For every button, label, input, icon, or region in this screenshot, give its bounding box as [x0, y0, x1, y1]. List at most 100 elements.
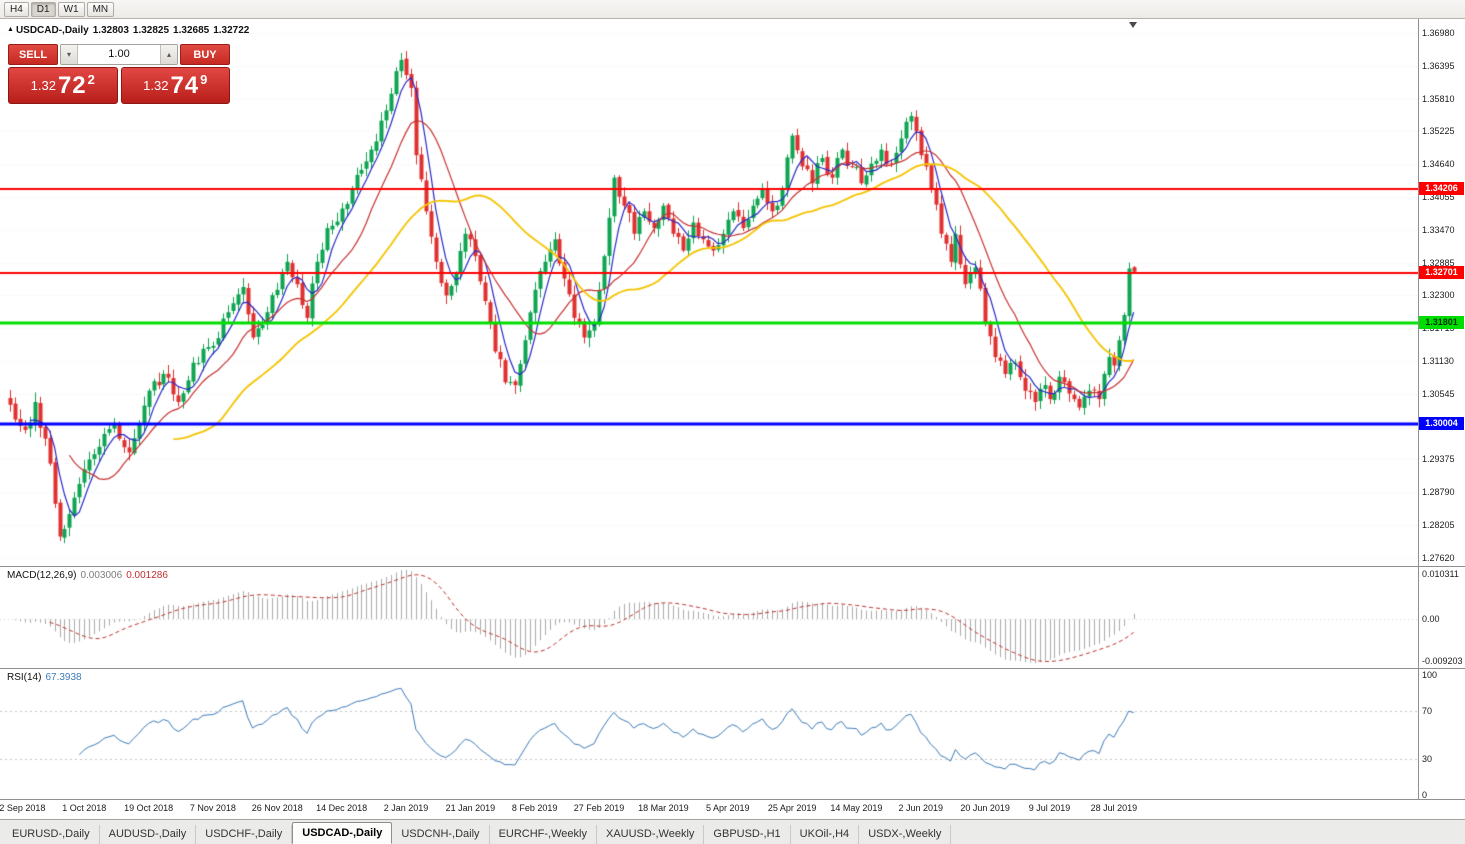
price-tick-label: 1.34055 [1422, 192, 1455, 202]
date-label: 27 Feb 2019 [573, 803, 625, 813]
macd-axis-label: -0.009203 [1422, 656, 1463, 666]
sell-price-main: 72 [57, 71, 87, 99]
buy-price-pipette: 9 [200, 72, 208, 87]
panel-separator[interactable] [0, 668, 1465, 669]
price-tick-label: 1.34640 [1422, 159, 1455, 169]
date-label: 21 Jan 2019 [445, 803, 496, 813]
symbol-tab-ukoil[interactable]: UKOil-,H4 [791, 825, 860, 844]
chart-title: ▲ USDCAD-,Daily 1.32803 1.32825 1.32685 1.327… [7, 25, 253, 36]
price-tick-label: 1.36395 [1422, 61, 1455, 71]
symbol-tab-audusd[interactable]: AUDUSD-,Daily [100, 825, 197, 844]
macd-main-value: 0.003006 [80, 570, 123, 581]
date-label: 9 Jul 2019 [1028, 803, 1071, 813]
timeframe-button-h4[interactable]: H4 [4, 2, 29, 17]
collapse-arrow-icon[interactable]: ▲ [7, 26, 14, 33]
sell-price-pipette: 2 [87, 72, 95, 87]
rsi-name: RSI(14) [7, 672, 42, 683]
main-price-chart-canvas[interactable] [0, 19, 1418, 566]
price-axis[interactable]: 1.36980 1.36395 1.35810 1.35225 1.34640 1.340… [1419, 0, 1465, 820]
symbol-tab-xauusd[interactable]: XAUUSD-,Weekly [597, 825, 705, 844]
price-tick-label: 1.35810 [1422, 94, 1455, 104]
macd-axis-label: 0.010311 [1422, 569, 1459, 579]
volume-increase-button[interactable]: ▴ [160, 45, 177, 64]
panel-separator[interactable] [0, 566, 1465, 567]
symbol-tab-usdcad[interactable]: USDCAD-,Daily [292, 822, 393, 844]
date-label: 20 Jun 2019 [960, 803, 1010, 813]
timeframe-button-w1[interactable]: W1 [57, 2, 85, 17]
date-label: 12 Sep 2018 [0, 803, 46, 813]
price-tick-label: 1.36980 [1422, 28, 1455, 38]
buy-price-button[interactable]: 1.32 74 9 [120, 67, 230, 104]
price-tick-label: 1.32300 [1422, 290, 1455, 300]
timeframe-toolbar: H4 D1 W1 MN [0, 0, 1465, 19]
date-label: 18 Mar 2019 [638, 803, 689, 813]
date-label: 25 Apr 2019 [767, 803, 817, 813]
date-label: 19 Oct 2018 [124, 803, 174, 813]
ohlc-high: 1.32825 [132, 25, 170, 36]
price-line-tag: 1.30004 [1419, 417, 1464, 430]
price-tick-label: 1.28790 [1422, 487, 1455, 497]
date-label: 14 May 2019 [830, 803, 883, 813]
sell-button[interactable]: SELL [8, 44, 58, 65]
one-click-trading-panel: SELL ▾ 1.00 ▴ BUY 1.32 72 2 1.32 74 9 [8, 44, 230, 104]
ohlc-open: 1.32803 [92, 25, 129, 36]
macd-axis-label: 0.00 [1422, 614, 1440, 624]
date-label: 28 Jul 2019 [1090, 803, 1138, 813]
macd-indicator-canvas[interactable] [0, 567, 1418, 668]
price-tick-label: 1.27620 [1422, 553, 1455, 563]
buy-button[interactable]: BUY [180, 44, 230, 65]
rsi-value: 67.3938 [45, 672, 82, 683]
price-axis-border [1418, 19, 1419, 800]
buy-price-prefix: 1.32 [143, 78, 169, 93]
volume-stepper[interactable]: ▾ 1.00 ▴ [60, 44, 178, 65]
date-label: 1 Oct 2018 [62, 803, 107, 813]
date-label: 2 Jan 2019 [383, 803, 429, 813]
symbol-tab-usdchf[interactable]: USDCHF-,Daily [196, 825, 293, 844]
sell-price-prefix: 1.32 [30, 78, 56, 93]
buy-price-main: 74 [170, 71, 200, 99]
rsi-label: RSI(14) 67.3938 [7, 672, 82, 683]
timeframe-button-mn[interactable]: MN [86, 2, 115, 17]
date-label: 14 Dec 2018 [316, 803, 368, 813]
chart-tab-bar: EURUSD-,Daily AUDUSD-,Daily USDCHF-,Daily U… [0, 819, 1465, 844]
symbol-tab-usdcnh[interactable]: USDCNH-,Daily [392, 825, 490, 844]
rsi-axis-label: 30 [1422, 754, 1433, 764]
timeframe-button-group: H4 D1 W1 MN [3, 1, 115, 18]
date-label: 5 Apr 2019 [705, 803, 750, 813]
symbol-tab-gbpusd[interactable]: GBPUSD-,H1 [704, 825, 791, 844]
rsi-indicator-canvas[interactable] [0, 669, 1418, 799]
price-tick-label: 1.33470 [1422, 225, 1455, 235]
volume-decrease-button[interactable]: ▾ [61, 45, 78, 64]
time-axis[interactable]: 12 Sep 2018 1 Oct 2018 19 Oct 2018 7 Nov 20… [0, 800, 1418, 818]
macd-name: MACD(12,26,9) [7, 570, 77, 581]
timeframe-button-d1[interactable]: D1 [30, 2, 56, 17]
date-label: 2 Jun 2019 [898, 803, 944, 813]
price-tick-label: 1.31130 [1422, 356, 1454, 366]
symbol-tab-usdx[interactable]: USDX-,Weekly [859, 825, 952, 844]
price-line-tag: 1.31801 [1419, 316, 1464, 329]
price-tick-label: 1.30545 [1422, 389, 1455, 399]
chart-shift-marker-icon [1129, 22, 1137, 28]
date-label: 7 Nov 2018 [189, 803, 236, 813]
rsi-axis-label: 70 [1422, 706, 1433, 716]
symbol-tab-eurchf[interactable]: EURCHF-,Weekly [490, 825, 597, 844]
date-label: 8 Feb 2019 [511, 803, 558, 813]
macd-label: MACD(12,26,9) 0.003006 0.001286 [7, 570, 168, 581]
date-label: 26 Nov 2018 [251, 803, 303, 813]
price-tick-label: 1.35225 [1422, 126, 1455, 136]
rsi-axis-label: 100 [1422, 670, 1438, 680]
macd-signal-value: 0.001286 [126, 570, 168, 581]
price-tick-label: 1.32885 [1422, 258, 1455, 268]
volume-value[interactable]: 1.00 [108, 48, 130, 60]
price-tick-label: 1.29375 [1422, 454, 1455, 464]
rsi-axis-label: 0 [1422, 790, 1428, 800]
panel-separator [0, 799, 1465, 800]
price-tick-label: 1.28205 [1422, 520, 1455, 530]
sell-price-button[interactable]: 1.32 72 2 [8, 67, 118, 104]
chart-symbol-label: USDCAD-,Daily [15, 25, 89, 36]
ohlc-close: 1.32722 [213, 25, 250, 36]
price-line-tag: 1.32701 [1419, 266, 1464, 279]
price-line-tag: 1.34206 [1419, 182, 1464, 195]
symbol-tab-eurusd[interactable]: EURUSD-,Daily [3, 825, 100, 844]
